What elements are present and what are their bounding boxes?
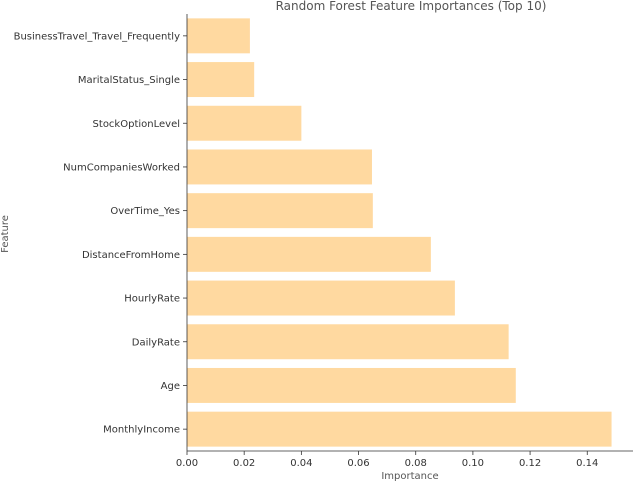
bar-Age	[187, 367, 516, 403]
x-tick-label: 0.10	[462, 458, 484, 469]
y-tick-label: DistanceFromHome	[82, 250, 180, 261]
x-tick-label: 0.04	[290, 458, 312, 469]
y-tick-label: HourlyRate	[124, 294, 180, 305]
x-tick-label: 0.06	[347, 458, 369, 469]
y-tick-label: MonthlyIncome	[103, 425, 180, 436]
x-tick-label: 0.02	[233, 458, 255, 469]
bar-OverTime_Yes	[187, 193, 373, 229]
bar-HourlyRate	[187, 280, 455, 316]
x-tick-label: 0.08	[405, 458, 427, 469]
x-tick-label: 0.00	[176, 458, 198, 469]
bar-BusinessTravel_Travel_Frequently	[187, 18, 250, 54]
x-axis-label: Importance	[381, 471, 438, 481]
bar-StockOptionLevel	[187, 105, 302, 141]
x-tick-label: 0.14	[576, 458, 598, 469]
bar-DailyRate	[187, 324, 509, 360]
y-axis-ticks: BusinessTravel_Travel_Frequently MaritalS…	[14, 31, 187, 436]
bar-MonthlyIncome	[187, 411, 612, 447]
y-tick-label: BusinessTravel_Travel_Frequently	[14, 31, 180, 42]
y-tick-label: Age	[161, 381, 180, 392]
y-tick-label: NumCompaniesWorked	[63, 162, 180, 173]
bar-MaritalStatus_Single	[187, 62, 255, 98]
chart-title: Random Forest Feature Importances (Top 1…	[276, 0, 547, 13]
y-tick-label: DailyRate	[132, 337, 180, 348]
bar-DistanceFromHome	[187, 236, 431, 272]
y-axis-label: Feature	[0, 215, 11, 253]
y-tick-label: MaritalStatus_Single	[78, 75, 180, 86]
bars	[187, 18, 612, 447]
bar-NumCompaniesWorked	[187, 149, 372, 185]
x-axis-ticks: 0.00 0.02 0.04 0.06 0.08 0.10 0.12 0.14	[176, 451, 598, 469]
y-tick-label: OverTime_Yes	[110, 206, 180, 217]
y-tick-label: StockOptionLevel	[93, 119, 180, 130]
x-tick-label: 0.12	[519, 458, 541, 469]
